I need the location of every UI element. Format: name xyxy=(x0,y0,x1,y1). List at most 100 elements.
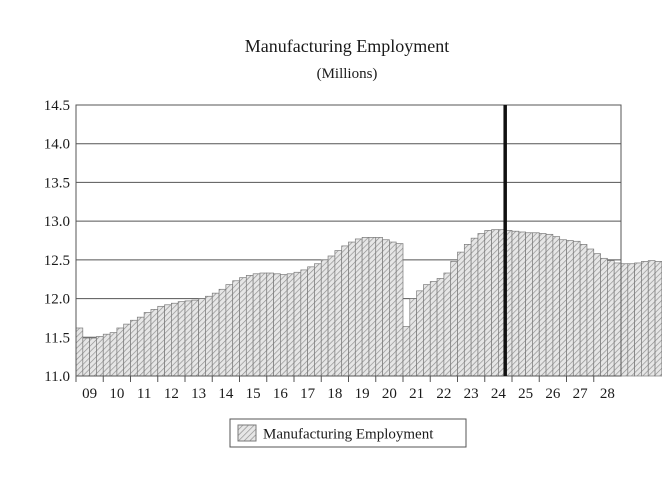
bar xyxy=(389,241,397,377)
x-tick-label: 23 xyxy=(464,386,479,402)
bar xyxy=(525,232,533,377)
legend: Manufacturing Employment xyxy=(229,418,467,448)
bar xyxy=(518,231,526,377)
bar xyxy=(532,232,540,377)
chart-title: Manufacturing Employment xyxy=(245,36,449,56)
x-tick-label: 12 xyxy=(164,386,179,402)
bar xyxy=(293,271,302,377)
x-tick-label: 19 xyxy=(355,386,370,402)
bar xyxy=(232,280,240,377)
bar xyxy=(579,244,588,377)
y-tick-label: 11.5 xyxy=(44,330,70,346)
y-tick-label: 14.0 xyxy=(44,137,70,153)
bar xyxy=(620,263,629,377)
x-tick-label: 22 xyxy=(436,386,451,402)
bar xyxy=(375,237,383,377)
plot-frame xyxy=(75,104,622,377)
bar xyxy=(286,273,295,377)
x-tick-label: 26 xyxy=(545,386,561,402)
bar xyxy=(545,233,554,377)
bar xyxy=(613,262,622,377)
bar xyxy=(416,290,424,377)
bar xyxy=(341,245,349,377)
bar xyxy=(572,240,581,377)
bar xyxy=(348,241,356,377)
legend-box xyxy=(229,418,467,448)
bar xyxy=(164,304,172,377)
x-tick-label: 20 xyxy=(382,386,397,402)
bar xyxy=(566,240,574,377)
x-tick-label: 27 xyxy=(573,386,589,402)
x-tick-label: 18 xyxy=(327,386,342,402)
bar xyxy=(273,273,281,377)
bar xyxy=(586,248,595,377)
bar xyxy=(382,239,390,377)
x-tick-label: 28 xyxy=(600,386,615,402)
bar xyxy=(205,295,213,377)
bar xyxy=(477,233,486,377)
bar xyxy=(552,236,561,377)
y-tick-label: 12.0 xyxy=(44,292,70,308)
bar xyxy=(593,253,601,377)
x-tick-label: 16 xyxy=(273,386,289,402)
bar xyxy=(245,274,254,377)
y-tick-label: 13.0 xyxy=(44,214,70,230)
bar xyxy=(402,326,411,377)
bar xyxy=(511,230,520,377)
bar xyxy=(239,277,247,377)
bar xyxy=(157,305,165,377)
bar xyxy=(75,327,84,377)
bar xyxy=(436,278,445,377)
bar xyxy=(641,261,649,377)
bar xyxy=(654,261,662,377)
bar xyxy=(470,237,479,377)
bar xyxy=(184,300,193,377)
bar xyxy=(443,272,452,377)
x-axis-ticks: 09 10 11 12 13 14 15 16 17 18 19 20 21 22 23 24 25 26 27 28 xyxy=(75,376,615,402)
bar xyxy=(218,288,227,377)
chart-subtitle: (Millions) xyxy=(317,66,378,82)
bar xyxy=(600,257,608,377)
bar xyxy=(109,332,118,377)
bar xyxy=(102,333,111,377)
bar xyxy=(150,309,159,377)
x-tick-label: 09 xyxy=(82,386,97,402)
bar xyxy=(607,260,615,377)
bar xyxy=(409,298,417,377)
x-tick-label: 21 xyxy=(409,386,424,402)
legend-label: Manufacturing Employment xyxy=(263,427,434,443)
y-tick-label: 13.5 xyxy=(44,175,70,191)
bar xyxy=(484,230,492,377)
x-tick-label: 11 xyxy=(137,386,151,402)
bar xyxy=(89,337,97,377)
bar xyxy=(252,273,261,377)
bar xyxy=(491,229,499,377)
bar xyxy=(280,274,288,377)
bar xyxy=(266,272,274,377)
bar xyxy=(123,323,131,377)
bar xyxy=(361,237,370,377)
bar xyxy=(368,237,377,377)
bar xyxy=(96,336,104,377)
bar xyxy=(211,292,220,377)
bar xyxy=(429,281,438,377)
x-tick-label: 17 xyxy=(300,386,316,402)
bar xyxy=(627,263,635,377)
bar xyxy=(136,316,145,377)
y-tick-label: 11.0 xyxy=(44,369,70,385)
x-tick-label: 25 xyxy=(518,386,533,402)
bar xyxy=(130,319,138,377)
bar xyxy=(171,302,179,377)
bar xyxy=(116,327,125,377)
bar xyxy=(177,301,186,377)
bar xyxy=(198,298,206,377)
bar xyxy=(327,255,336,377)
bar xyxy=(320,259,329,377)
bar xyxy=(559,239,567,377)
bar xyxy=(395,243,404,377)
x-tick-label: 13 xyxy=(191,386,206,402)
bar xyxy=(450,261,458,377)
legend-swatch xyxy=(237,424,257,442)
y-axis-ticks: 11.0 11.5 12.0 12.5 13.0 13.5 14.0 14.5 xyxy=(44,98,70,385)
